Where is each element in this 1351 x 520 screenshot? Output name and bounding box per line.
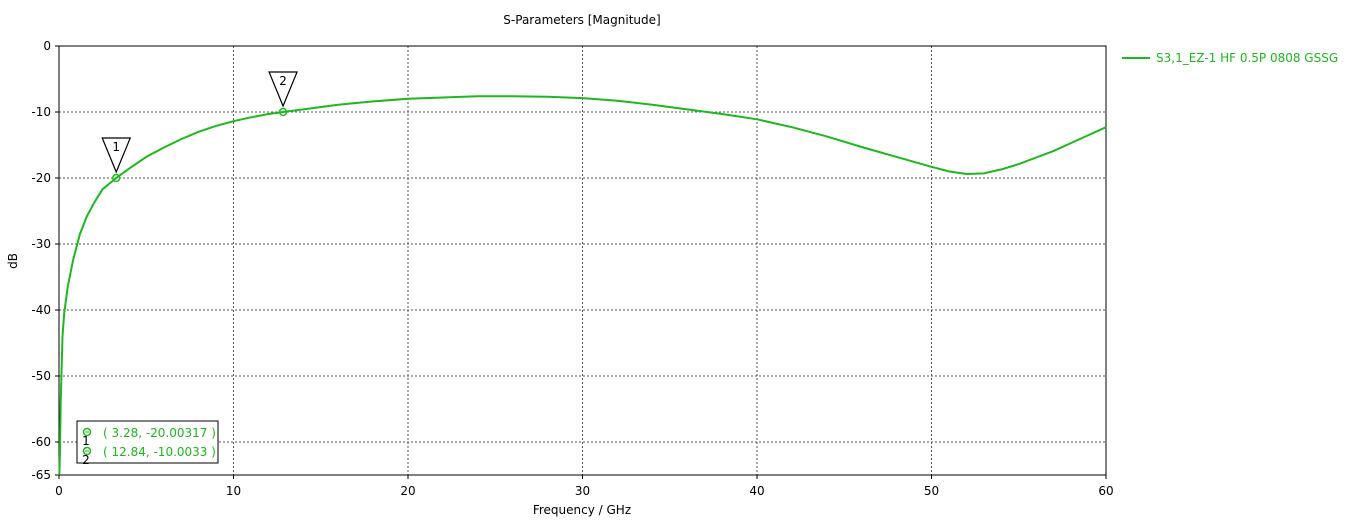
readout-value: ( 12.84, -10.0033 ): [103, 445, 216, 459]
marker-triangle: [268, 71, 298, 108]
legend: S3,1_EZ-1 HF 0.5P 0808 GSSG: [1122, 51, 1338, 65]
x-tick-label: 30: [575, 484, 590, 498]
readout-value: ( 3.28, -20.00317 ): [103, 426, 216, 440]
x-axis-title: Frequency / GHz: [533, 503, 631, 517]
axis-ticks: 0 10 20 30 40 50 60 0 -10 -20 -30 -40 -50 -60 -65: [31, 39, 1113, 498]
x-tick-label: 10: [226, 484, 241, 498]
y-axis-title: dB: [6, 253, 20, 269]
readout-marker-icon: [82, 446, 92, 456]
y-tick-label: 0: [43, 39, 51, 53]
marker-layer: 12: [101, 71, 298, 183]
readout-frame: [76, 420, 219, 464]
readout-marker-id: 1: [82, 434, 90, 448]
y-tick-label: -60: [31, 435, 51, 449]
x-tick-label: 40: [749, 484, 764, 498]
y-tick-label: -10: [31, 105, 51, 119]
grid: [59, 46, 1106, 475]
marker-point: [278, 107, 288, 117]
x-tick-label: 0: [55, 484, 63, 498]
x-tick-label: 20: [400, 484, 415, 498]
y-tick-label: -50: [31, 369, 51, 383]
series-layer: [58, 95, 1107, 476]
readout-marker-id: 2: [82, 453, 90, 467]
y-tick-label: -20: [31, 171, 51, 185]
marker-label: 2: [279, 74, 287, 88]
readout-marker-icon: [82, 427, 92, 437]
y-tick-label: -65: [31, 468, 51, 482]
y-tick-label: -30: [31, 237, 51, 251]
marker-point: [111, 173, 121, 183]
marker-readout-box: 1 ( 3.28, -20.00317 ) 2 ( 12.84, -10.0033 ): [76, 420, 219, 467]
y-tick-label: -40: [31, 303, 51, 317]
marker-triangle: [101, 137, 132, 174]
marker-label: 1: [112, 140, 120, 154]
x-tick-label: 50: [924, 484, 939, 498]
chart-title: S-Parameters [Magnitude]: [503, 13, 660, 27]
x-tick-label: 60: [1098, 484, 1113, 498]
legend-label: S3,1_EZ-1 HF 0.5P 0808 GSSG: [1156, 51, 1338, 65]
series-line: [58, 95, 1107, 476]
